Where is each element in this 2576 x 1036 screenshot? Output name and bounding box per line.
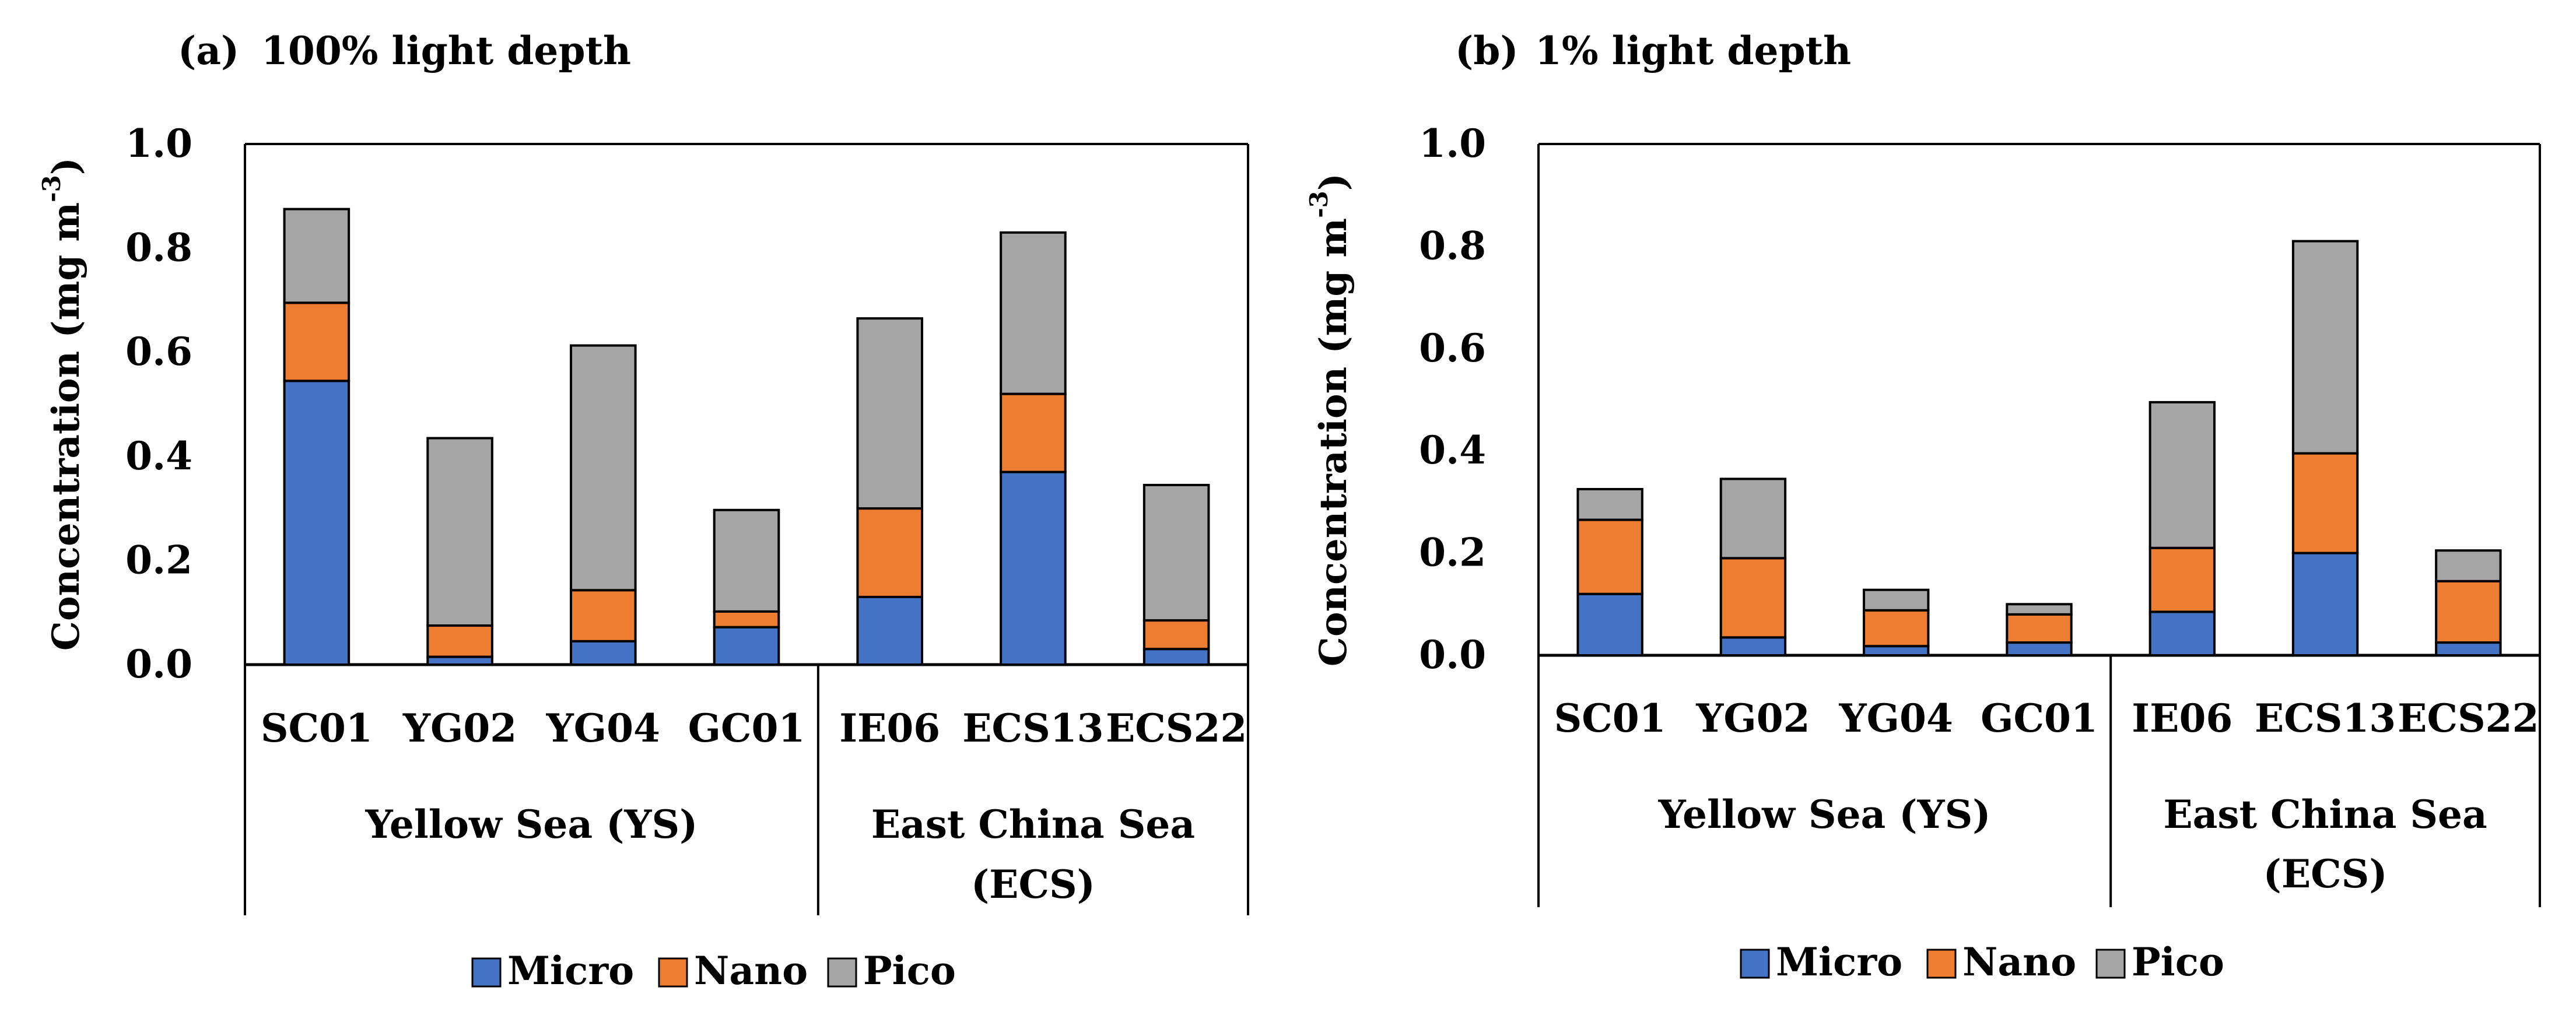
bar-nano-ecs13 [2291, 452, 2359, 554]
y-tick-label: 1.0 [1419, 121, 1486, 166]
bar-nano-ie06 [2149, 546, 2216, 613]
x-tick-label: ECS22 [2398, 696, 2539, 741]
x-tick-label: ECS13 [962, 705, 1103, 751]
x-tick-label: ECS13 [2255, 696, 2396, 741]
group-label: Yellow Sea (YS) [365, 802, 698, 847]
bar-pico-ecs22 [2435, 549, 2502, 582]
y-tick-label: 0.2 [125, 537, 192, 582]
bar-nano-ie06 [856, 507, 924, 598]
bar-pico-sc01 [283, 208, 351, 304]
y-tick-label: 0.0 [1419, 632, 1486, 677]
panel-label: (b) [1455, 28, 1519, 73]
y-tick-label: 0.6 [1419, 325, 1486, 371]
y-tick-label: 0.4 [1419, 427, 1486, 473]
bar-nano-gc01 [2006, 613, 2073, 644]
y-tick-label: 0.8 [125, 225, 192, 271]
bar-micro-ie06 [2149, 610, 2216, 656]
bar-nano-yg04 [1863, 609, 1930, 648]
legend-swatch-nano [658, 957, 688, 988]
bar-nano-yg02 [1719, 557, 1787, 639]
x-tick-label: YG04 [1839, 696, 1953, 741]
bar-pico-gc01 [713, 508, 780, 613]
legend-label: Nano [1962, 939, 2076, 985]
bar-pico-sc01 [1576, 487, 1643, 521]
y-axis-label: Concentration (mg m-3) [37, 157, 88, 651]
y-tick-label: 0.8 [1419, 223, 1486, 268]
legend-label: Pico [863, 948, 956, 993]
bar-pico-ecs13 [2291, 240, 2359, 455]
bar-micro-yg02 [426, 655, 493, 666]
bar-pico-yg02 [1719, 477, 1787, 560]
bar-micro-yg04 [570, 640, 637, 666]
panel-title: 1% light depth [1535, 28, 1851, 73]
chart-panel-a: (a) 100% light depth 0.0 0.2 0.4 0.6 0.8 1.0 Con… [37, 28, 1249, 993]
bar-micro-yg02 [1719, 636, 1787, 657]
bar-pico-yg04 [570, 344, 637, 592]
x-tick-label: IE06 [2132, 696, 2232, 741]
group-label: Yellow Sea (YS) [1658, 792, 1991, 837]
bar-micro-gc01 [713, 626, 780, 666]
bar-pico-yg04 [1863, 588, 1930, 612]
bar-nano-yg02 [426, 624, 493, 658]
bar-nano-yg04 [570, 589, 637, 642]
bar-nano-sc01 [283, 301, 351, 382]
bar-micro-ecs22 [1142, 648, 1210, 666]
legend-label: Pico [2132, 939, 2224, 985]
legend-swatch-nano [1926, 949, 1957, 979]
bar-pico-yg02 [426, 437, 493, 627]
y-tick-label: 1.0 [125, 121, 192, 166]
bar-pico-ecs22 [1142, 483, 1210, 622]
group-label: East China Sea [2163, 792, 2487, 837]
bar-nano-gc01 [713, 610, 780, 628]
chart-panel-b: (b) 1% light depth 0.0 0.2 0.4 0.6 0.8 1.0 Conce… [1305, 28, 2541, 985]
bar-nano-sc01 [1576, 518, 1643, 595]
bar-micro-ie06 [856, 595, 924, 666]
x-tick-label: GC01 [688, 705, 805, 751]
x-tick-label: SC01 [1554, 696, 1666, 741]
legend-swatch-pico [2095, 949, 2126, 979]
bar-nano-ecs13 [1000, 392, 1067, 473]
group-label: East China Sea [871, 802, 1195, 847]
legend-label: Micro [1776, 939, 1902, 985]
y-tick-label: 0.2 [1419, 530, 1486, 575]
bar-micro-ecs13 [1000, 470, 1067, 666]
x-tick-label: IE06 [839, 705, 940, 751]
bar-micro-yg04 [1863, 645, 1930, 656]
x-tick-label: YG02 [402, 705, 517, 751]
bar-nano-ecs22 [2435, 580, 2502, 644]
bar-micro-sc01 [283, 380, 351, 666]
bar-pico-ie06 [856, 317, 924, 510]
legend-swatch-pico [827, 957, 857, 988]
bar-micro-gc01 [2006, 641, 2073, 656]
panel-label: (a) [178, 28, 239, 73]
y-tick-label: 0.4 [125, 433, 192, 479]
x-tick-label: YG02 [1695, 696, 1810, 741]
bar-pico-ecs13 [1000, 231, 1067, 395]
legend-swatch-micro [1740, 949, 1770, 979]
legend-label: Nano [694, 948, 808, 993]
bar-micro-sc01 [1576, 592, 1643, 657]
x-tick-label: GC01 [1981, 696, 2098, 741]
bar-micro-ecs13 [2291, 552, 2359, 656]
group-label: (ECS) [971, 862, 1095, 907]
bar-nano-ecs22 [1142, 619, 1210, 651]
legend-label: Micro [507, 948, 634, 993]
x-tick-label: ECS22 [1106, 705, 1247, 751]
bar-micro-ecs22 [2435, 641, 2502, 656]
y-axis-label: Concentration (mg m-3) [1305, 173, 1355, 666]
group-label: (ECS) [2263, 851, 2388, 897]
x-tick-label: SC01 [261, 705, 373, 751]
y-tick-label: 0.6 [125, 329, 192, 374]
legend-swatch-micro [471, 957, 502, 988]
x-tick-label: YG04 [546, 705, 660, 751]
y-tick-label: 0.0 [125, 641, 192, 687]
bar-pico-gc01 [2006, 603, 2073, 616]
bar-pico-ie06 [2149, 401, 2216, 549]
panel-title: 100% light depth [261, 28, 631, 73]
